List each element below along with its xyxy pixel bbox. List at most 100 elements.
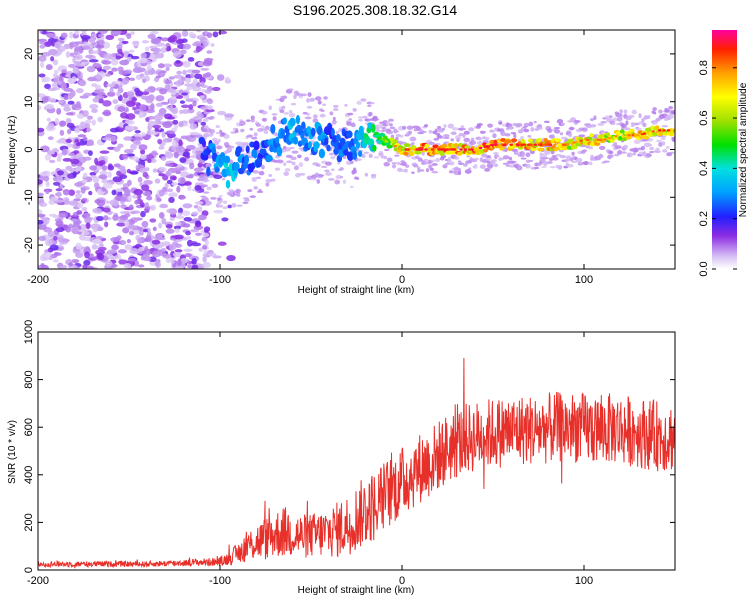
spectrogram-halo-blob — [293, 94, 297, 100]
spectrogram-peak-blob — [406, 148, 411, 151]
colorbar-tick-label: 0.6 — [698, 110, 710, 125]
spectrogram-noise-blob — [56, 81, 62, 85]
spectrogram-halo-blob — [626, 152, 633, 158]
spectrogram-halo-blob — [462, 133, 466, 139]
spectrogram-noise-blob — [159, 88, 168, 95]
spectrogram-peak-blob — [651, 130, 655, 133]
spectrogram-noise-blob — [216, 74, 225, 81]
spectrogram-noise-blob — [45, 64, 53, 71]
spectrogram-noise-blob — [160, 101, 170, 105]
spectrogram-halo-blob — [450, 131, 457, 136]
spectrogram-noise-blob — [50, 150, 55, 155]
spectrogram-halo-blob — [671, 111, 675, 115]
spectrogram-halo-blob — [425, 168, 429, 173]
spectrogram-noise-blob — [80, 186, 86, 194]
spectrogram-halo-blob — [208, 128, 216, 134]
spectrogram-halo-blob — [207, 133, 214, 137]
spectrogram-noise-blob — [186, 235, 192, 240]
spectrogram-halo-blob — [581, 127, 588, 132]
spectrogram-halo-blob — [297, 154, 302, 159]
spectrogram-noise-blob — [81, 178, 88, 184]
spectrogram-noise-blob — [88, 253, 94, 259]
spectrogram-halo-blob — [517, 164, 521, 170]
spectrogram-peak-blob — [579, 139, 583, 142]
spectrogram-noise-blob — [101, 60, 112, 65]
spectrogram-halo-blob — [307, 92, 312, 97]
spectrogram-halo-blob — [367, 104, 372, 107]
spectrogram-halo-blob — [298, 162, 304, 168]
spectrogram-halo-blob — [588, 161, 593, 166]
spectrogram-noise-blob — [86, 115, 93, 120]
spectrogram-noise-blob — [195, 220, 201, 226]
spectrogram-noise-blob — [141, 40, 150, 44]
spectrogram-halo-blob — [360, 98, 367, 101]
spectrogram-noise-blob — [101, 137, 112, 141]
spectrogram-noise-blob — [41, 252, 52, 257]
spectrogram-halo-blob — [261, 164, 265, 170]
spectrogram-halo-blob — [368, 111, 373, 117]
spectrogram-halo-blob — [486, 160, 491, 164]
spectrogram-halo-blob — [433, 137, 440, 141]
spectrogram-peak-blob — [509, 143, 513, 146]
spectrogram-noise-blob — [67, 63, 77, 69]
spectrogram-halo-blob — [331, 168, 335, 171]
spectrogram-ridge-blob — [536, 138, 543, 143]
spectrogram-peak-blob — [607, 136, 612, 140]
spectrogram-noise-blob — [88, 59, 99, 63]
spectrogram-noise-blob — [48, 256, 54, 261]
spectrogram-noise-blob — [141, 91, 150, 96]
spectrogram-noise-blob — [49, 244, 59, 251]
spectrogram-noise-blob — [62, 188, 70, 196]
spectrogram-noise-blob — [148, 69, 155, 76]
spectrogram-halo-blob — [318, 174, 325, 177]
spectrogram-noise-blob — [81, 207, 88, 212]
spectrogram-halo-blob — [253, 132, 258, 137]
spectrogram-noise-blob — [71, 76, 77, 83]
spectrogram-halo-blob — [487, 123, 493, 128]
spectrogram-noise-blob — [154, 178, 161, 184]
spectrogram-halo-blob — [553, 126, 561, 130]
spectrogram-noise-blob — [152, 124, 162, 129]
spectrogram-halo-blob — [413, 164, 419, 168]
spectrogram-halo-blob — [464, 169, 472, 174]
spectrogram-halo-blob — [239, 120, 246, 126]
spectrogram-halo-blob — [218, 194, 223, 197]
spectrogram-halo-blob — [285, 154, 293, 158]
spectrogram-halo-blob — [217, 197, 222, 201]
spectrogram-noise-blob — [52, 59, 59, 66]
spectrogram-noise-blob — [194, 185, 202, 191]
spectrogram-noise-blob — [187, 57, 195, 62]
spectrogram-noise-blob — [151, 150, 158, 156]
spectrogram-noise-blob — [82, 172, 88, 179]
spectrogram-peak-blob — [478, 146, 483, 150]
spectrogram-halo-blob — [619, 113, 623, 118]
spectrogram-noise-blob — [50, 56, 55, 62]
spectrogram-noise-blob — [55, 220, 64, 227]
spectrogram-noise-blob — [96, 48, 102, 55]
spectrogram-noise-blob — [189, 131, 200, 136]
spectrogram-noise-blob — [152, 226, 157, 232]
spectrogram-noise-blob — [87, 77, 97, 82]
spectrogram-noise-blob — [206, 32, 213, 39]
spectrogram-noise-blob — [43, 256, 49, 261]
spectrogram-noise-blob — [101, 111, 111, 115]
spectrogram-halo-blob — [603, 160, 611, 163]
spectrogram-ridge-blob — [214, 166, 220, 173]
spectrogram-halo-blob — [454, 166, 460, 171]
spectrogram-peak-blob — [614, 135, 618, 138]
spectrogram-peak-blob — [574, 140, 579, 144]
spectrogram-halo-blob — [443, 124, 447, 128]
spectrogram-peak-blob — [485, 145, 489, 148]
spectrogram-noise-blob — [91, 119, 96, 126]
spectrogram-halo-blob — [428, 164, 433, 169]
snr-ytick-label: 200 — [23, 513, 35, 531]
spectrogram-noise-blob — [51, 82, 58, 88]
spectrogram-halo-blob — [492, 133, 497, 139]
spectrogram-halo-blob — [386, 130, 394, 135]
spectrogram-halo-blob — [340, 176, 344, 179]
spectrogram-noise-blob — [146, 231, 152, 237]
spectrogram-noise-blob — [132, 40, 140, 44]
spectrogram-noise-blob — [145, 117, 150, 122]
spectrogram-ridge-blob — [619, 129, 625, 134]
spectrogram-noise-blob — [157, 63, 165, 69]
